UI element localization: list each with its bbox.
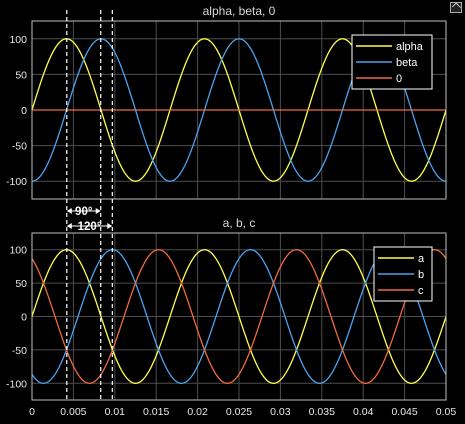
phase-90-label: 90° bbox=[75, 206, 93, 218]
xtick-label-1-10: 0.05 bbox=[436, 406, 457, 418]
plot-title-a-b-c: a, b, c bbox=[223, 216, 256, 230]
series-line-a bbox=[31, 249, 447, 384]
phase-120-label: 120° bbox=[78, 221, 102, 233]
legend-label-beta: beta bbox=[396, 57, 418, 69]
legend-label-c: c bbox=[418, 285, 424, 297]
undock-icon[interactable] bbox=[450, 2, 462, 13]
xtick-label-1-6: 0.03 bbox=[270, 406, 291, 418]
xtick-label-1-8: 0.04 bbox=[353, 406, 374, 418]
xtick-label-1-0: 0 bbox=[29, 406, 35, 418]
ytick-label-1-2: 0 bbox=[21, 312, 27, 324]
ytick-label-0-2: 0 bbox=[21, 105, 27, 117]
ytick-label-1-1: -50 bbox=[12, 345, 27, 357]
axes-frame-0 bbox=[31, 20, 447, 200]
legend-label-alpha: alpha bbox=[396, 41, 424, 53]
ytick-label-1-3: 50 bbox=[15, 278, 27, 290]
phase-90-arrow-head-right bbox=[95, 208, 101, 214]
xtick-label-1-1: 0.005 bbox=[60, 406, 86, 418]
plot-alpha-beta-zero: alpha, beta, 0 -100 -50 0 50 100 alpha beta 0 bbox=[6, 4, 447, 200]
ytick-label-0-0: -100 bbox=[6, 176, 27, 188]
phase-annotations: 90° 120° bbox=[66, 10, 113, 399]
legend-1: abc bbox=[373, 246, 433, 302]
legend-label-b: b bbox=[418, 269, 424, 281]
legend-label-a: a bbox=[418, 253, 425, 265]
ytick-label-1-4: 100 bbox=[9, 245, 27, 257]
phase-90-arrow-head-left bbox=[66, 208, 72, 214]
ytick-label-0-1: -50 bbox=[12, 141, 27, 153]
xtick-label-1-2: 0.01 bbox=[105, 406, 126, 418]
ytick-label-0-3: 50 bbox=[15, 69, 27, 81]
axes-frame-1 bbox=[31, 232, 447, 401]
xtick-label-1-3: 0.015 bbox=[143, 406, 169, 418]
legend-0: alpha beta 0 bbox=[351, 34, 433, 90]
legend-label-0: 0 bbox=[396, 73, 402, 85]
xtick-label-1-5: 0.025 bbox=[226, 406, 252, 418]
phase-120-arrow-head-left bbox=[66, 223, 72, 229]
ytick-label-0-4: 100 bbox=[9, 34, 27, 46]
phase-120-arrow-head-right bbox=[107, 223, 113, 229]
plot-title-alpha-beta-zero: alpha, beta, 0 bbox=[203, 4, 276, 18]
xtick-label-1-7: 0.035 bbox=[309, 406, 335, 418]
xtick-label-1-9: 0.045 bbox=[391, 406, 417, 418]
ytick-label-1-0: -100 bbox=[6, 378, 27, 390]
plot-a-b-c: a, b, c -100 -50 0 50 100 0 0.005 0.01 0.015 0.02… bbox=[6, 216, 456, 418]
xtick-label-1-4: 0.02 bbox=[187, 406, 208, 418]
